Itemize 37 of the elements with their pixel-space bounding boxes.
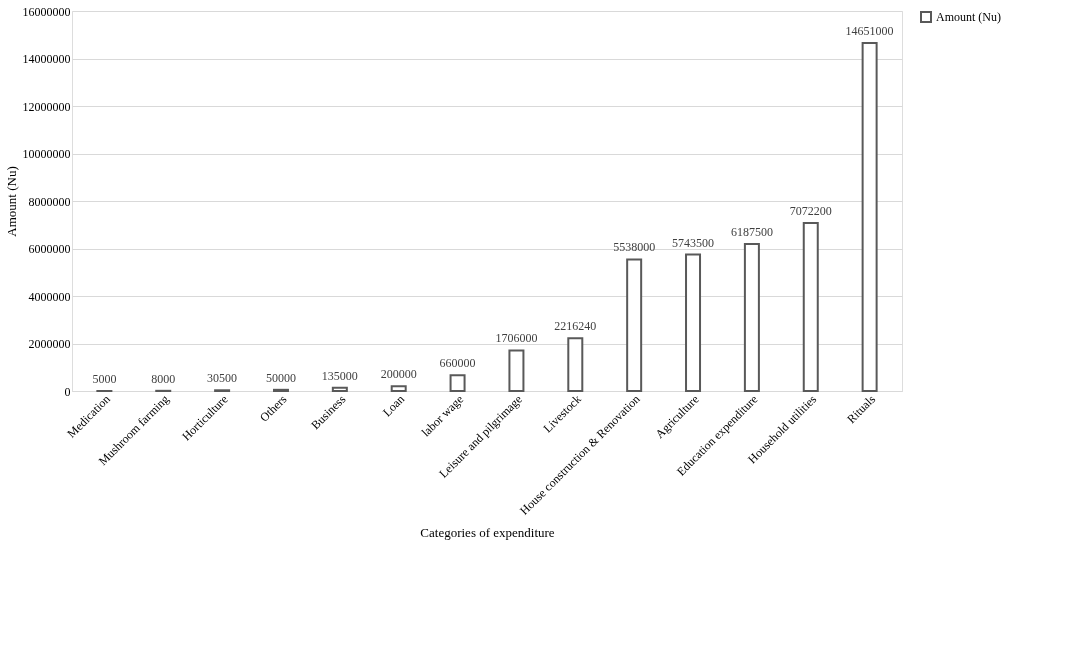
y-tick-label: 0: [64, 384, 71, 399]
bar: [390, 385, 407, 392]
y-axis-title: Amount (Nu): [3, 166, 19, 237]
data-label: 1706000: [495, 331, 538, 346]
data-label: 7072200: [789, 204, 832, 219]
data-label: 5743500: [672, 235, 715, 250]
data-label: 5538000: [613, 240, 656, 255]
bar: [685, 253, 702, 392]
y-tick-label: 10000000: [22, 147, 71, 161]
y-tick-label: 4000000: [28, 289, 71, 304]
y-tick-label: 16000000: [22, 4, 71, 19]
legend-label: Amount (Nu): [936, 10, 1001, 24]
bar: [743, 243, 760, 392]
data-label: 2216240: [554, 319, 597, 334]
data-label: 8000: [151, 371, 176, 386]
data-label: 50000: [265, 370, 296, 385]
bar: [861, 42, 878, 392]
data-label: 30500: [207, 371, 238, 386]
data-label: 200000: [380, 367, 417, 382]
data-label: 135000: [321, 368, 358, 383]
bar: [331, 386, 348, 392]
data-label: 14651000: [845, 24, 894, 39]
y-tick-label: 8000000: [28, 194, 71, 209]
x-axis-title: Categories of expenditure: [420, 524, 555, 540]
x-tick-label: Loan: [379, 392, 408, 420]
data-label: 660000: [439, 356, 476, 371]
bar: [508, 349, 525, 392]
bar: [567, 337, 584, 392]
y-tick-label: 6000000: [28, 242, 71, 256]
data-label: 6187500: [730, 225, 773, 240]
data-label: 5000: [92, 371, 117, 386]
y-tick-label: 2000000: [28, 337, 71, 351]
bar: [802, 222, 819, 392]
bar: [449, 374, 466, 392]
bar: [626, 258, 643, 392]
y-tick-label: 14000000: [22, 52, 71, 66]
y-tick-label: 12000000: [22, 99, 71, 114]
